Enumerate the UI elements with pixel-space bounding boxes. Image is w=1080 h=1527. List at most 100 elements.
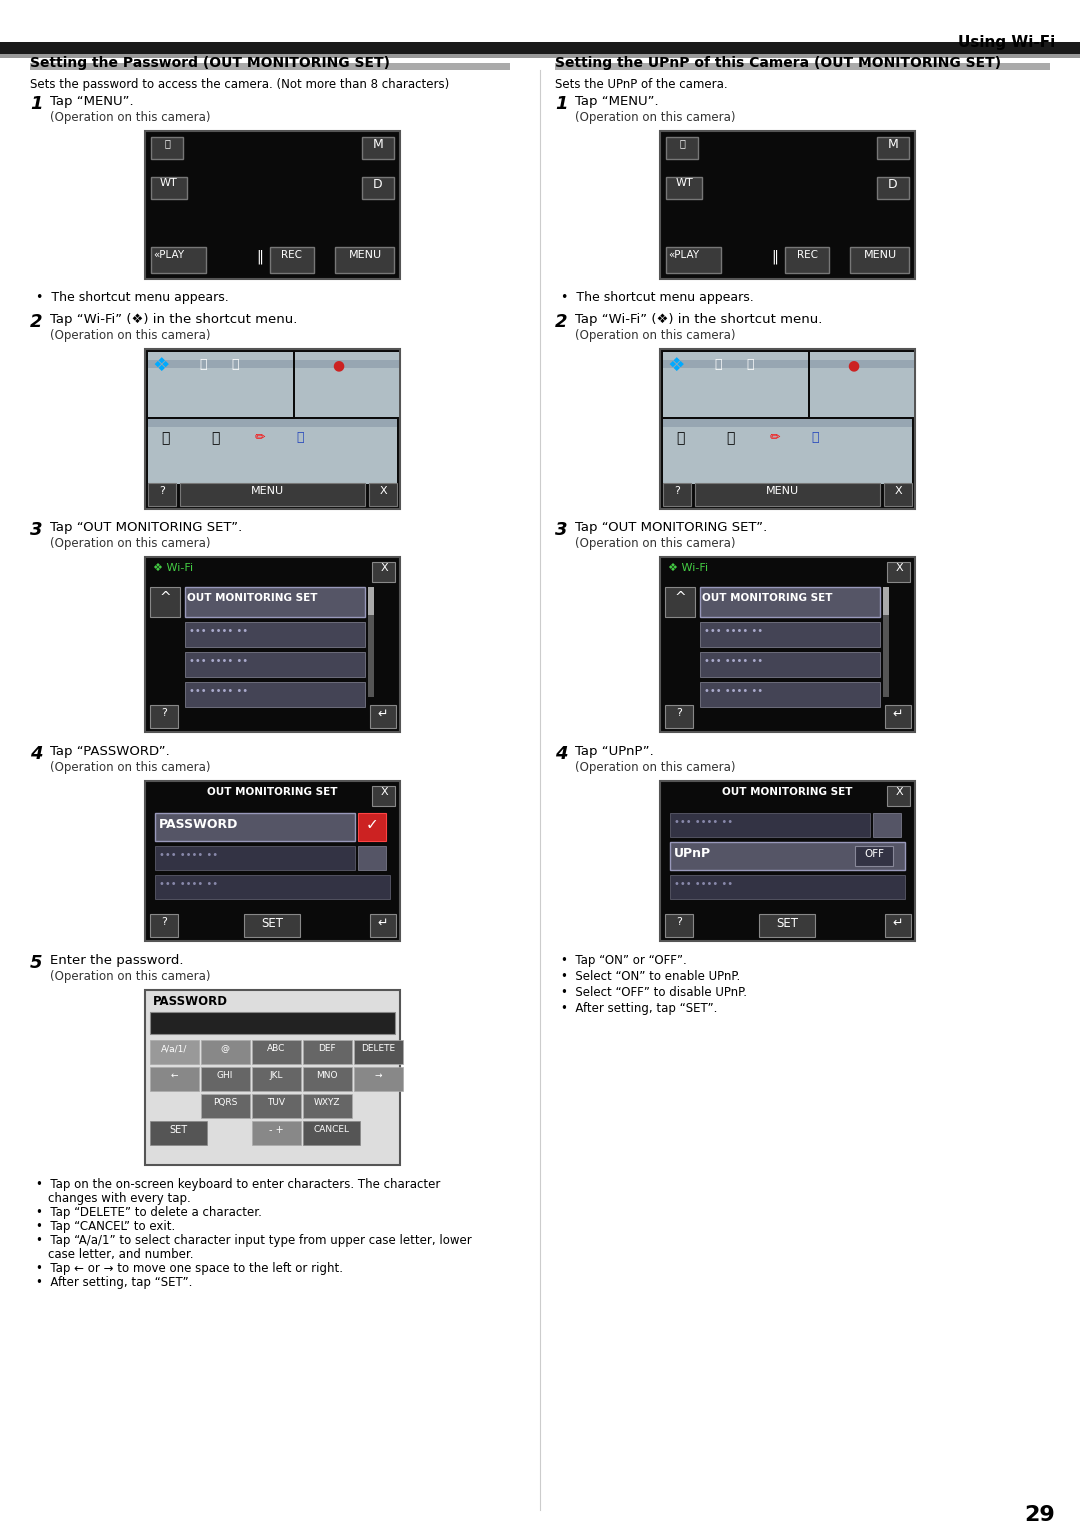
- Text: UPnP: UPnP: [674, 847, 711, 860]
- Bar: [148, 360, 293, 368]
- Text: DELETE: DELETE: [361, 1044, 395, 1054]
- Text: •  The shortcut menu appears.: • The shortcut menu appears.: [36, 292, 229, 304]
- Bar: [883, 586, 889, 615]
- Text: SET: SET: [261, 918, 283, 930]
- Text: ↵: ↵: [378, 918, 388, 930]
- Bar: [555, 63, 1050, 70]
- Text: OUT MONITORING SET: OUT MONITORING SET: [702, 592, 833, 603]
- Text: 🥸: 🥸: [726, 431, 734, 444]
- Text: 🎬: 🎬: [161, 431, 170, 444]
- Text: ••• •••• ••: ••• •••• ••: [704, 657, 764, 666]
- Text: Sets the UPnP of the camera.: Sets the UPnP of the camera.: [555, 78, 728, 92]
- Text: 📷: 📷: [714, 357, 721, 371]
- Bar: [201, 1093, 249, 1118]
- Bar: [368, 586, 374, 696]
- Bar: [370, 915, 396, 938]
- Bar: [660, 557, 915, 731]
- Bar: [150, 1121, 207, 1145]
- Text: OUT MONITORING SET: OUT MONITORING SET: [721, 786, 852, 797]
- Bar: [151, 177, 187, 199]
- Bar: [295, 353, 399, 417]
- Bar: [370, 705, 396, 728]
- Text: ••• •••• ••: ••• •••• ••: [704, 626, 764, 637]
- Text: •  After setting, tap “SET”.: • After setting, tap “SET”.: [36, 1277, 192, 1289]
- Bar: [30, 63, 510, 70]
- Text: D: D: [888, 179, 897, 191]
- Text: ●: ●: [332, 357, 345, 373]
- Text: PQRS: PQRS: [213, 1098, 238, 1107]
- Text: (Operation on this camera): (Operation on this camera): [50, 760, 211, 774]
- Bar: [663, 483, 691, 505]
- Bar: [150, 586, 180, 617]
- Bar: [252, 1121, 301, 1145]
- Bar: [810, 360, 914, 368]
- Text: ••• •••• ••: ••• •••• ••: [189, 657, 248, 666]
- Bar: [357, 846, 386, 870]
- Text: Tap “OUT MONITORING SET”.: Tap “OUT MONITORING SET”.: [575, 521, 767, 534]
- Bar: [244, 915, 300, 938]
- Text: 1: 1: [555, 95, 567, 113]
- Text: ✏️: ✏️: [770, 431, 780, 444]
- Text: 📹: 📹: [231, 357, 239, 371]
- Bar: [665, 915, 693, 938]
- Text: (Operation on this camera): (Operation on this camera): [575, 760, 735, 774]
- Bar: [252, 1067, 301, 1090]
- Text: ••• •••• ••: ••• •••• ••: [704, 686, 764, 696]
- Bar: [156, 846, 355, 870]
- Bar: [696, 483, 880, 505]
- Bar: [303, 1067, 352, 1090]
- Text: 2: 2: [30, 313, 42, 331]
- Bar: [354, 1067, 403, 1090]
- Text: 5: 5: [30, 954, 42, 973]
- Text: 4: 4: [30, 745, 42, 764]
- Text: DEF: DEF: [319, 1044, 336, 1054]
- Text: X: X: [379, 486, 387, 496]
- Bar: [855, 846, 893, 866]
- Bar: [335, 247, 394, 273]
- Text: (Operation on this camera): (Operation on this camera): [50, 970, 211, 983]
- Text: SET: SET: [168, 1125, 187, 1135]
- Text: ?: ?: [676, 709, 681, 718]
- Bar: [180, 483, 365, 505]
- Text: case letter, and number.: case letter, and number.: [48, 1248, 193, 1261]
- Text: OFF: OFF: [864, 849, 885, 860]
- Text: ABC: ABC: [267, 1044, 285, 1054]
- Text: WXYZ: WXYZ: [314, 1098, 340, 1107]
- Text: - +: - +: [269, 1125, 283, 1135]
- Bar: [759, 915, 815, 938]
- Bar: [362, 177, 394, 199]
- Bar: [885, 915, 912, 938]
- Bar: [156, 812, 355, 841]
- Text: (Operation on this camera): (Operation on this camera): [50, 538, 211, 550]
- Text: REC: REC: [797, 250, 818, 260]
- Text: 📌: 📌: [811, 431, 819, 444]
- Text: (Operation on this camera): (Operation on this camera): [50, 328, 211, 342]
- Bar: [850, 247, 909, 273]
- Bar: [369, 483, 397, 505]
- Text: ••• •••• ••: ••• •••• ••: [189, 626, 248, 637]
- Text: 🎥: 🎥: [679, 137, 685, 148]
- Bar: [185, 683, 365, 707]
- Text: 3: 3: [30, 521, 42, 539]
- Text: MNO: MNO: [316, 1070, 338, 1080]
- Bar: [185, 652, 365, 676]
- Text: 🥸: 🥸: [211, 431, 219, 444]
- Text: ←: ←: [171, 1070, 178, 1080]
- Text: •  The shortcut menu appears.: • The shortcut menu appears.: [561, 292, 754, 304]
- Text: Setting the Password (OUT MONITORING SET): Setting the Password (OUT MONITORING SET…: [30, 56, 390, 70]
- Bar: [666, 247, 721, 273]
- Text: MENU: MENU: [349, 250, 381, 260]
- Bar: [201, 1040, 249, 1064]
- Text: REC: REC: [282, 250, 302, 260]
- Text: •  After setting, tap “SET”.: • After setting, tap “SET”.: [561, 1002, 717, 1015]
- Text: MENU: MENU: [766, 486, 798, 496]
- Bar: [148, 418, 397, 484]
- Text: 2: 2: [555, 313, 567, 331]
- Text: X: X: [380, 563, 388, 573]
- Bar: [156, 875, 390, 899]
- Text: ↵: ↵: [378, 709, 388, 721]
- Text: @: @: [220, 1044, 229, 1054]
- Bar: [145, 350, 400, 508]
- Text: 1: 1: [30, 95, 42, 113]
- Text: ?: ?: [159, 486, 165, 496]
